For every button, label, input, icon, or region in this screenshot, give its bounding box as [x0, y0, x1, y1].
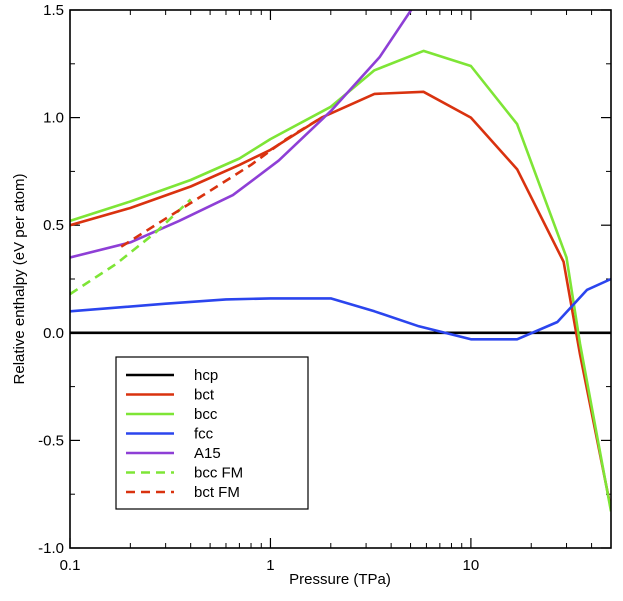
- x-tick-label: 10: [463, 557, 480, 574]
- series-line-bcc-fm: [70, 198, 192, 296]
- y-tick-label: 1.5: [43, 2, 64, 19]
- series-line-a15: [70, 10, 413, 259]
- legend-label-bcc-fm: bcc FM: [194, 465, 243, 482]
- x-tick-label: 0.1: [60, 557, 81, 574]
- x-axis-title: Pressure (TPa): [289, 571, 391, 588]
- x-tick-label: 1: [266, 557, 274, 574]
- axis-ticks: [69, 9, 611, 549]
- legend: hcp bct bcc fcc A15 bcc FM bct FM: [115, 356, 309, 510]
- legend-label-bct: bct: [194, 387, 215, 404]
- y-tick-label: 0.0: [43, 325, 64, 342]
- series-line-bcc: [70, 49, 611, 512]
- legend-label-bcc: bcc: [194, 406, 218, 423]
- y-tick-label: -0.5: [38, 432, 64, 449]
- y-tick-label: -1.0: [38, 540, 64, 557]
- y-tick-label: 0.5: [43, 217, 64, 234]
- tick-labels: 0.1 1 10 -1.0 -0.5 0.0 0.5 1.0 1.5: [38, 2, 479, 574]
- legend-label-bct-fm: bct FM: [194, 484, 240, 501]
- legend-label-a15: A15: [194, 445, 221, 462]
- legend-label-hcp: hcp: [194, 367, 218, 384]
- series-line-fcc: [70, 277, 611, 341]
- y-axis-title: Relative enthalpy (eV per atom): [11, 174, 28, 385]
- series-line-bct: [70, 90, 611, 510]
- plot-frame: [69, 9, 612, 549]
- series-layer: [70, 10, 611, 512]
- y-tick-label: 1.0: [43, 110, 64, 127]
- legend-label-fcc: fcc: [194, 426, 214, 443]
